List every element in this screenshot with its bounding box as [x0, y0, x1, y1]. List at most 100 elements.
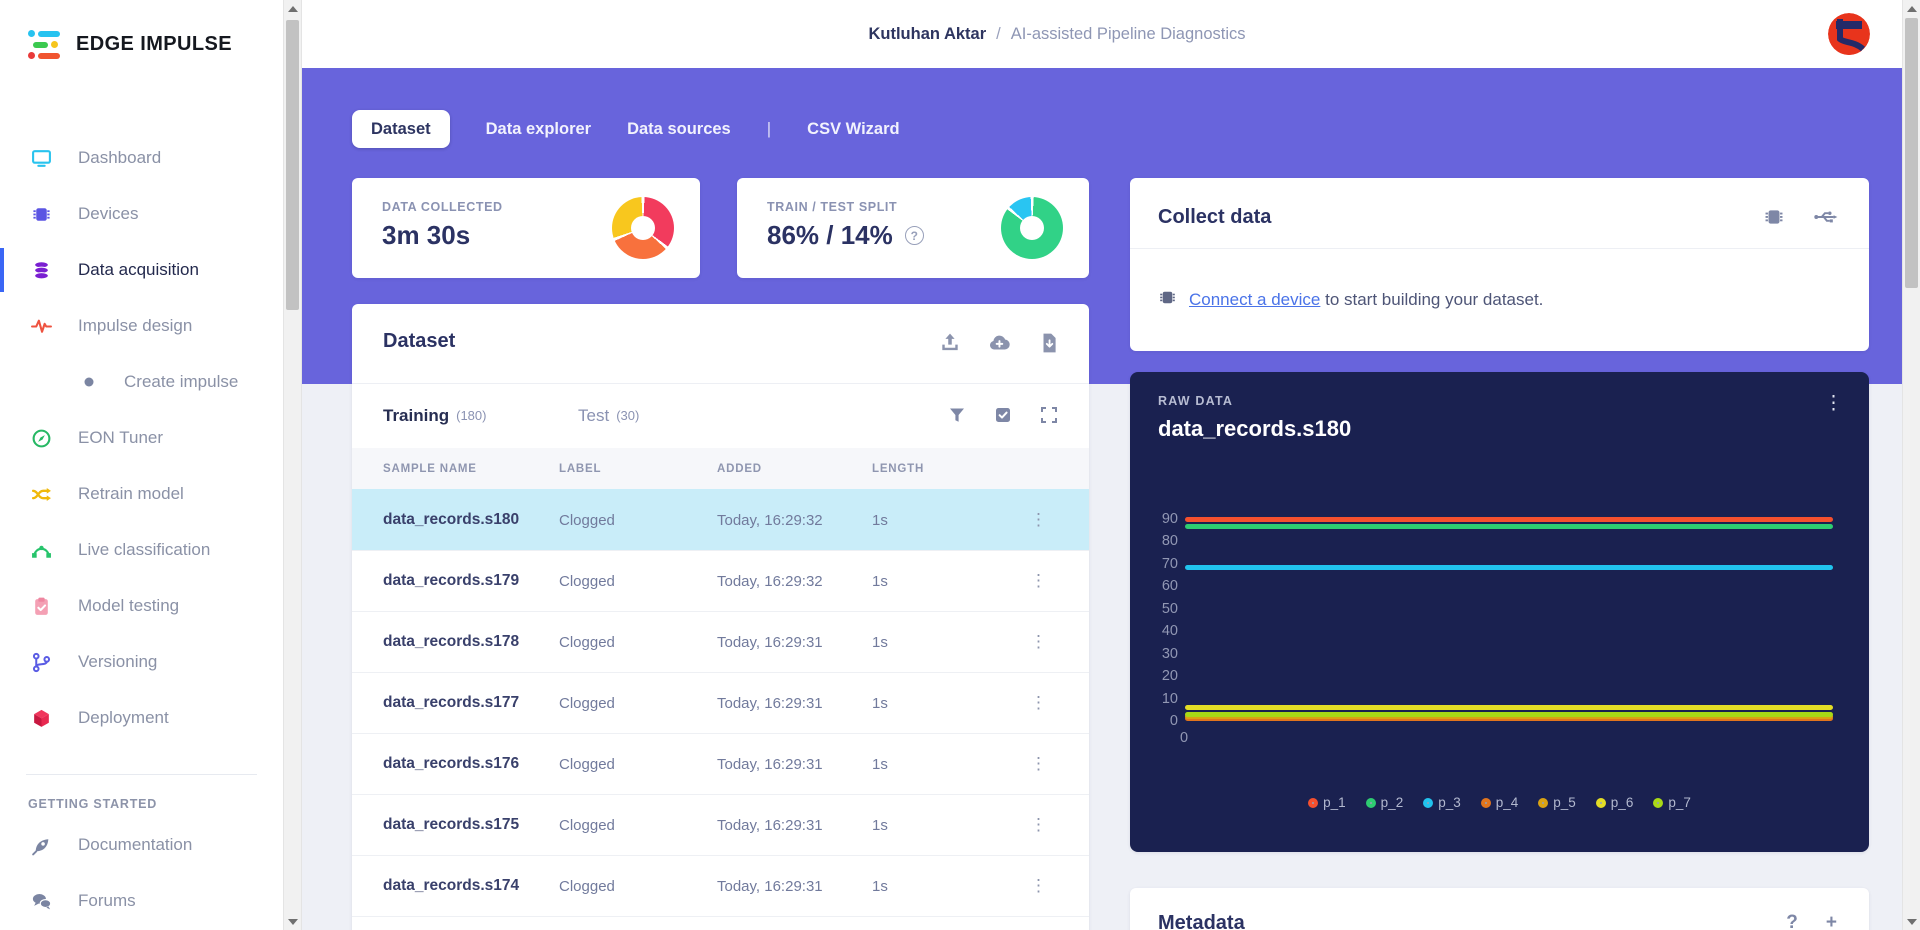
sidebar-item-label: Devices — [78, 204, 139, 223]
train-test-split-value: 86% / 14% ? — [767, 220, 924, 251]
sidebar-item-data-acquisition[interactable]: Data acquisition — [0, 242, 283, 298]
legend-item-p_3[interactable]: p_3 — [1423, 795, 1461, 810]
connect-device-link[interactable]: Connect a device — [1189, 290, 1321, 309]
metadata-add-icon[interactable]: + — [1825, 912, 1837, 930]
raw-data-menu-icon[interactable]: ⋮ — [1824, 393, 1843, 414]
sidebar-item-forums[interactable]: Forums — [0, 873, 283, 929]
legend-item-p_1[interactable]: p_1 — [1308, 795, 1346, 810]
sample-label: Clogged — [559, 511, 615, 529]
series-line-p_1 — [1185, 516, 1833, 522]
y-axis-tick: 70 — [1161, 555, 1178, 572]
git-branch-icon — [30, 651, 52, 673]
column-label: LABEL — [559, 462, 602, 475]
test-tab-label: Test — [578, 405, 610, 425]
sidebar-item-deployment[interactable]: Deployment — [0, 690, 283, 746]
window-scrollbar[interactable] — [1902, 0, 1920, 930]
metadata-help-icon[interactable]: ? — [1786, 912, 1798, 930]
row-menu-icon[interactable]: ⋮ — [1030, 632, 1047, 651]
tab-data-sources[interactable]: Data sources — [627, 119, 731, 138]
sidebar-item-versioning[interactable]: Versioning — [0, 634, 283, 690]
legend-item-p_7[interactable]: p_7 — [1653, 795, 1691, 810]
sample-label: Clogged — [559, 633, 615, 651]
sample-name: data_records.s178 — [383, 633, 520, 650]
training-tab-label: Training — [383, 405, 450, 425]
waveform-icon — [30, 315, 52, 337]
legend-item-p_4[interactable]: p_4 — [1480, 795, 1518, 810]
clipboard-check-icon — [30, 595, 52, 617]
table-row[interactable]: data_records.s179 Clogged Today, 16:29:3… — [352, 550, 1089, 611]
expand-icon[interactable] — [1039, 405, 1059, 430]
device-chip-icon[interactable] — [1763, 206, 1785, 233]
sample-added: Today, 16:29:32 — [717, 572, 823, 590]
sidebar-item-devices[interactable]: Devices — [0, 186, 283, 242]
data-collected-value: 3m 30s — [382, 220, 471, 250]
scroll-up-arrow[interactable] — [284, 0, 301, 17]
filter-icon[interactable] — [947, 405, 967, 430]
card-divider — [352, 383, 1089, 384]
legend-item-p_6[interactable]: p_6 — [1595, 795, 1633, 810]
sample-label: Clogged — [559, 755, 615, 773]
sample-label: Clogged — [559, 816, 615, 834]
scroll-up-arrow[interactable] — [1903, 0, 1920, 17]
sidebar-item-label: Impulse design — [78, 316, 193, 335]
sidebar-item-retrain-model[interactable]: Retrain model — [0, 466, 283, 522]
scroll-down-arrow[interactable] — [284, 913, 301, 930]
sidebar-item-live-classification[interactable]: Live classification — [0, 522, 283, 578]
window-scrollbar-thumb[interactable] — [1905, 18, 1918, 288]
sidebar-item-eon-tuner[interactable]: EON Tuner — [0, 410, 283, 466]
legend-swatch — [1595, 797, 1606, 808]
sidebar-item-documentation[interactable]: Documentation — [0, 817, 283, 873]
sidebar-item-dashboard[interactable]: Dashboard — [0, 130, 283, 186]
test-tab[interactable]: Test (30) — [578, 383, 639, 448]
tab-data-explorer[interactable]: Data explorer — [485, 119, 592, 138]
sample-label: Clogged — [559, 572, 615, 590]
help-icon[interactable]: ? — [904, 226, 924, 245]
row-menu-icon[interactable]: ⋮ — [1030, 571, 1047, 590]
metadata-card: Metadata ? + — [1130, 888, 1869, 930]
row-menu-icon[interactable]: ⋮ — [1030, 754, 1047, 773]
edge-impulse-logo[interactable]: EDGE IMPULSE — [28, 30, 232, 59]
training-tab[interactable]: Training (180) — [383, 383, 486, 448]
y-axis-tick: 80 — [1161, 533, 1178, 550]
select-multiple-icon[interactable] — [993, 405, 1013, 430]
content-scrollbar-thumb[interactable] — [286, 20, 299, 310]
row-menu-icon[interactable]: ⋮ — [1030, 876, 1047, 895]
test-tab-count: (30) — [616, 408, 640, 423]
legend-item-p_2[interactable]: p_2 — [1365, 795, 1403, 810]
sidebar-item-impulse-design[interactable]: Impulse design — [0, 298, 283, 354]
table-row[interactable]: data_records.s174 Clogged Today, 16:29:3… — [352, 855, 1089, 916]
sidebar-item-model-testing[interactable]: Model testing — [0, 578, 283, 634]
table-row[interactable]: data_records.s177 Clogged Today, 16:29:3… — [352, 672, 1089, 733]
sample-name: data_records.s174 — [383, 877, 520, 894]
tab-dataset[interactable]: Dataset — [352, 110, 450, 148]
y-axis-tick: 0 — [1169, 713, 1178, 729]
row-menu-icon[interactable]: ⋮ — [1030, 693, 1047, 712]
breadcrumb-user-link[interactable]: Kutluhan Aktar — [868, 24, 987, 43]
usb-icon[interactable] — [1813, 206, 1839, 233]
content-scrollbar[interactable] — [283, 0, 302, 930]
device-chip-icon-small — [1158, 288, 1177, 312]
export-file-icon[interactable] — [1039, 332, 1059, 359]
table-row[interactable]: data_records.s176 Clogged Today, 16:29:3… — [352, 733, 1089, 794]
sidebar-item-label: EON Tuner — [78, 428, 164, 447]
card-divider — [1130, 248, 1869, 249]
user-avatar[interactable] — [1828, 13, 1870, 55]
dot-icon — [80, 371, 98, 393]
train-test-split-text: 86% / 14% — [767, 220, 893, 250]
legend-swatch — [1308, 797, 1319, 808]
sample-added: Today, 16:29:31 — [717, 633, 823, 651]
cloud-upload-icon[interactable] — [987, 332, 1013, 359]
scroll-down-arrow[interactable] — [1903, 913, 1920, 930]
series-line-p_7 — [1185, 711, 1833, 717]
row-menu-icon[interactable]: ⋮ — [1030, 510, 1047, 529]
tab-csv-wizard[interactable]: CSV Wizard — [807, 119, 900, 138]
upload-icon[interactable] — [939, 332, 961, 359]
sidebar-item-label: Dashboard — [78, 148, 162, 167]
table-row[interactable]: data_records.s180 Clogged Today, 16:29:3… — [352, 489, 1089, 550]
sidebar-item-create-impulse[interactable]: Create impulse — [0, 354, 283, 410]
legend-item-p_5[interactable]: p_5 — [1538, 795, 1576, 810]
table-row[interactable]: data_records.s175 Clogged Today, 16:29:3… — [352, 794, 1089, 855]
table-row[interactable]: data_records.s178 Clogged Today, 16:29:3… — [352, 611, 1089, 672]
row-menu-icon[interactable]: ⋮ — [1030, 815, 1047, 834]
y-axis-tick: 40 — [1161, 623, 1178, 640]
